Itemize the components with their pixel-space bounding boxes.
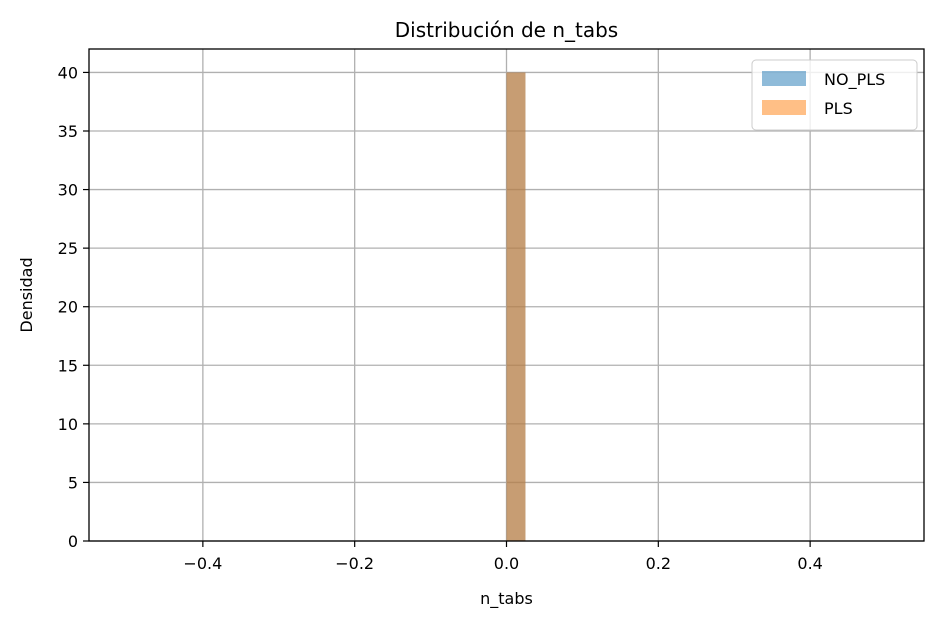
y-tick-label: 30 — [58, 181, 78, 200]
x-tick-label: 0.4 — [797, 554, 822, 573]
legend-label-pls: PLS — [824, 99, 853, 118]
bars-layer — [506, 72, 526, 541]
ticks-layer: −0.4 −0.2 0.0 0.2 0.4 0 5 10 15 20 25 30 35 40 — [58, 63, 823, 573]
y-axis-label: Densidad — [17, 257, 36, 332]
x-axis-label: n_tabs — [480, 589, 533, 609]
y-tick-label: 15 — [58, 356, 78, 375]
x-tick-label: 0.0 — [494, 554, 519, 573]
bar-pls — [506, 72, 526, 541]
y-tick-label: 40 — [58, 63, 78, 82]
legend-swatch-no-pls — [762, 71, 806, 86]
y-tick-label: 20 — [58, 298, 78, 317]
y-tick-label: 0 — [68, 532, 78, 551]
x-tick-label: −0.2 — [335, 554, 374, 573]
chart-title: Distribución de n_tabs — [395, 18, 618, 42]
legend: NO_PLS PLS — [751, 59, 918, 131]
x-tick-label: −0.4 — [183, 554, 222, 573]
legend-swatch-pls — [762, 100, 806, 115]
x-tick-label: 0.2 — [646, 554, 671, 573]
y-tick-label: 25 — [58, 239, 78, 258]
y-tick-label: 5 — [68, 473, 78, 492]
legend-label-no-pls: NO_PLS — [824, 70, 885, 90]
y-tick-label: 10 — [58, 415, 78, 434]
y-tick-label: 35 — [58, 122, 78, 141]
